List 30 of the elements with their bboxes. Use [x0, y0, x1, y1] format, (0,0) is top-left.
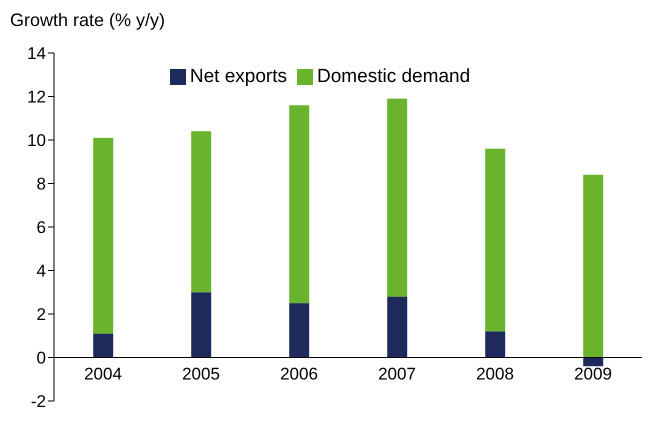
y-tick-label: 2 [36, 305, 46, 324]
legend-label: Domestic demand [317, 66, 470, 87]
y-axis-title: Growth rate (% y/y) [10, 10, 166, 31]
y-tick-label: 10 [27, 131, 46, 150]
x-tick-label: 2005 [182, 364, 220, 384]
y-tick-label: 14 [27, 44, 46, 64]
y-tick-label: 4 [36, 262, 46, 281]
bar [191, 292, 212, 358]
legend-label: Net exports [190, 66, 288, 87]
bar [387, 98, 408, 297]
bar [191, 131, 212, 292]
bar [289, 105, 310, 304]
y-tick-label: -2 [30, 392, 46, 412]
bar [583, 174, 604, 358]
bar [485, 148, 506, 332]
x-tick-label: 2007 [378, 364, 416, 384]
bar [387, 296, 408, 358]
bar [289, 303, 310, 358]
bar [485, 331, 506, 358]
y-tick-label: 12 [27, 88, 46, 107]
bar [583, 358, 604, 366]
y-tick-label: 6 [36, 218, 46, 238]
x-tick-label: 2008 [476, 364, 514, 384]
x-tick-label: 2004 [84, 364, 122, 384]
bar [93, 334, 114, 358]
x-tick-label: 2009 [574, 364, 612, 384]
y-tick-label: 8 [36, 174, 46, 194]
bar [93, 138, 114, 334]
y-tick-label: 0 [36, 348, 46, 368]
x-tick-label: 2006 [280, 364, 318, 384]
